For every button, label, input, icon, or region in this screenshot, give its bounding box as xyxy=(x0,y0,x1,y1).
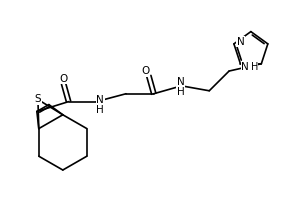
Text: N: N xyxy=(237,37,245,47)
Text: N: N xyxy=(96,95,104,105)
Text: N: N xyxy=(177,77,184,87)
Text: O: O xyxy=(142,66,150,76)
Text: O: O xyxy=(59,74,68,84)
Text: N: N xyxy=(242,62,249,72)
Text: H: H xyxy=(177,87,184,97)
Text: S: S xyxy=(34,94,41,104)
Text: H: H xyxy=(250,62,258,72)
Text: H: H xyxy=(96,105,104,115)
